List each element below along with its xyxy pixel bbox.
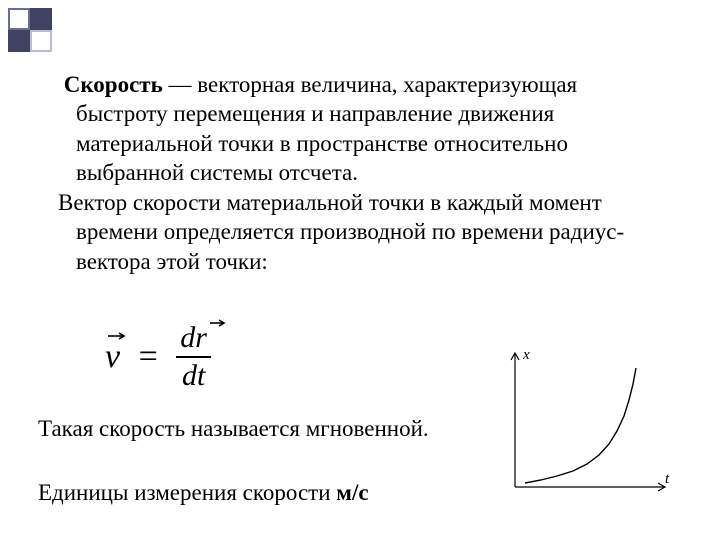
- units-prefix: Единицы измерения скорости: [38, 480, 336, 505]
- symbol-r: r: [195, 321, 207, 354]
- units-line: Единицы измерения скорости м/с: [38, 480, 369, 506]
- deco-square: [30, 30, 52, 52]
- dash: —: [163, 72, 198, 97]
- arrow-over-r-icon: [209, 319, 227, 327]
- formula-rhs: dr dt: [176, 322, 211, 391]
- numerator: dr: [176, 322, 211, 354]
- units-value: м/с: [336, 480, 368, 505]
- svg-text:t: t: [665, 471, 670, 487]
- numerator-d: d: [180, 321, 195, 354]
- xt-graph: tx: [497, 345, 672, 503]
- def-line1: векторная величина, характеризующая: [197, 72, 577, 97]
- p2-line1: Вектор скорости материальной точки в каж…: [58, 190, 602, 215]
- body-text-block: Скорость — векторная величина, характери…: [38, 70, 690, 276]
- deco-square: [8, 8, 30, 30]
- fraction-bar: [176, 356, 211, 358]
- formula-lhs: v: [105, 338, 120, 376]
- def-line2: быстроту перемещения и направление движе…: [76, 101, 554, 126]
- p2-line2: времени определяется производной по врем…: [76, 219, 624, 244]
- equals-sign: =: [139, 338, 158, 376]
- paragraph-2: Вектор скорости материальной точки в каж…: [38, 188, 690, 276]
- vector-r: r: [195, 322, 207, 354]
- denominator: dt: [176, 360, 211, 392]
- deco-square: [8, 30, 30, 52]
- def-line3: материальной точки в пространстве относи…: [76, 131, 568, 156]
- graph-svg: tx: [497, 345, 672, 503]
- definition-paragraph: Скорость — векторная величина, характери…: [38, 70, 690, 188]
- def-line4: выбранной системы отсчета.: [76, 160, 358, 185]
- vector-v: v: [105, 338, 120, 376]
- deco-square: [30, 8, 52, 30]
- p2-line3: вектора этой точки:: [76, 249, 268, 274]
- arrow-over-v-icon: [107, 332, 127, 340]
- symbol-v: v: [105, 338, 120, 375]
- term-speed: Скорость: [64, 72, 163, 97]
- instantaneous-text: Такая скорость называется мгновенной.: [38, 416, 429, 442]
- velocity-formula: v = dr dt: [105, 322, 211, 391]
- slide: Скорость — векторная величина, характери…: [0, 0, 720, 540]
- svg-text:x: x: [522, 347, 530, 363]
- fraction: dr dt: [176, 322, 211, 391]
